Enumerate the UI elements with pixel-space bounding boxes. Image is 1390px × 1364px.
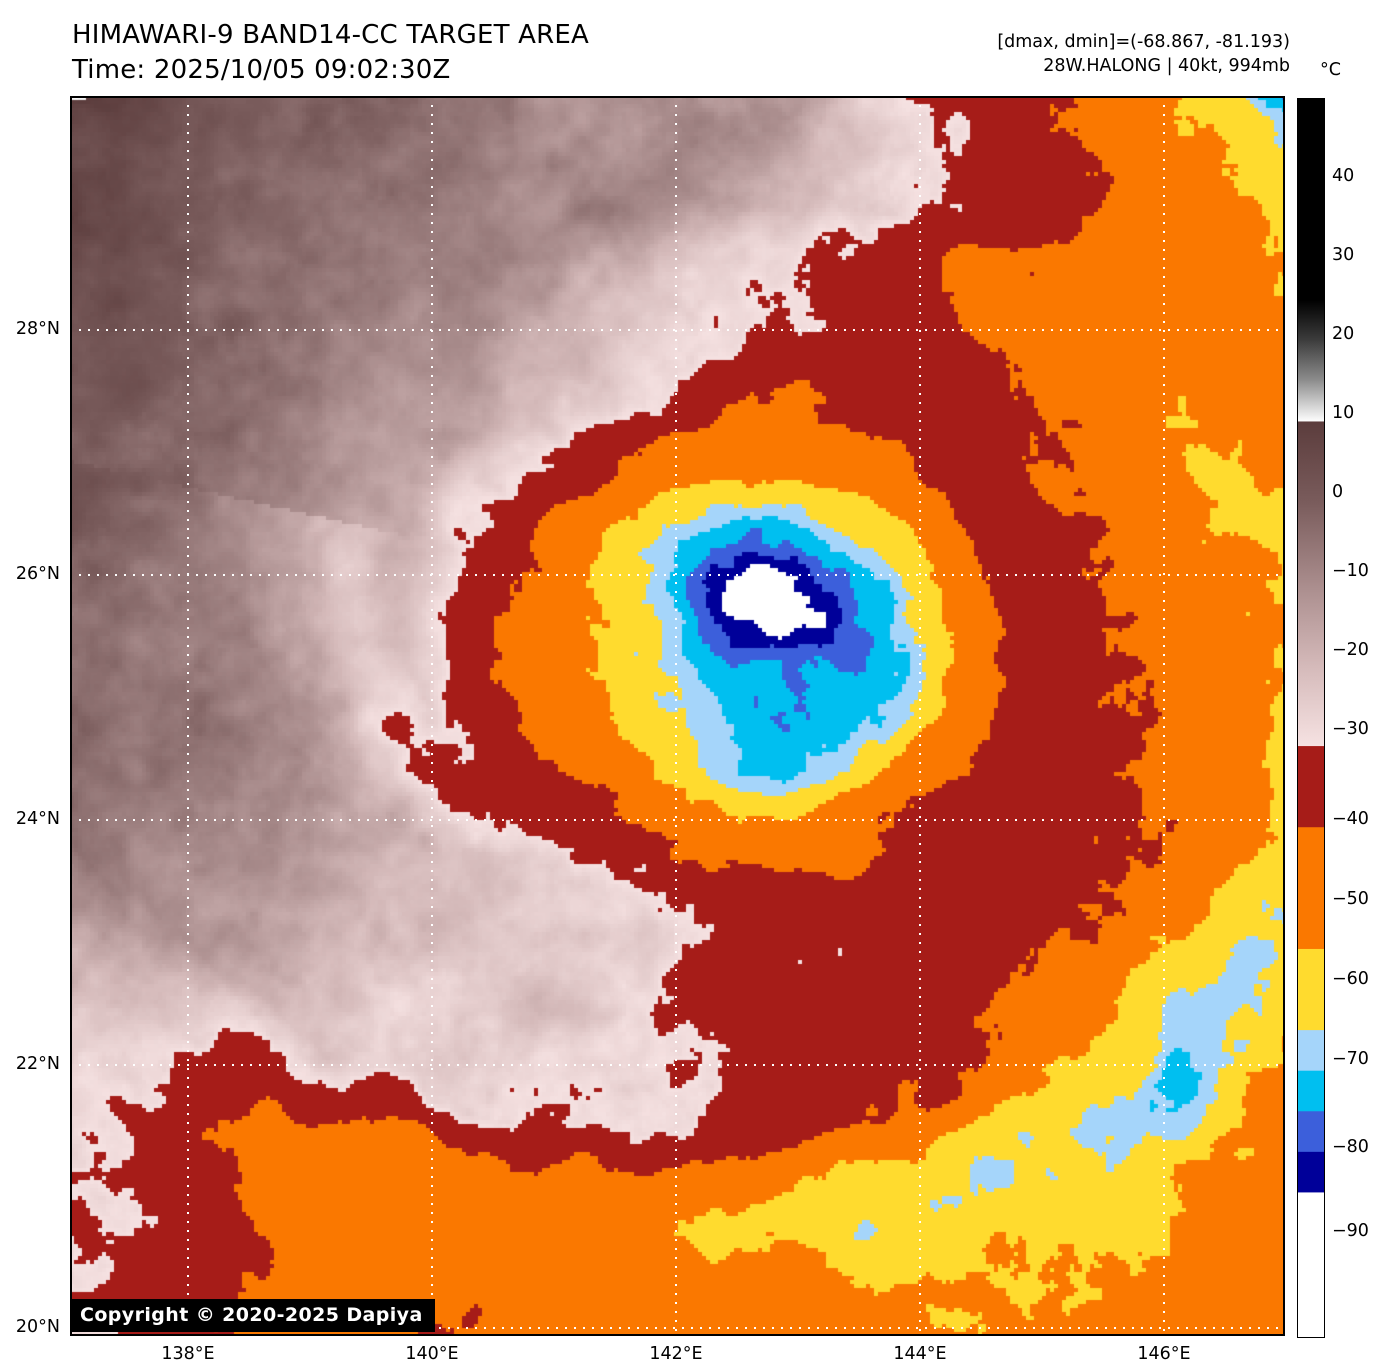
storm-info: 28W.HALONG | 40kt, 994mb: [1043, 56, 1290, 77]
colorbar-tick-label: −20: [1332, 640, 1369, 660]
lat-tick-label: 26°N: [15, 564, 60, 584]
lat-tick-label: 22°N: [15, 1054, 60, 1074]
satellite-image-canvas: [70, 96, 1285, 1336]
lon-tick-label: 142°E: [649, 1344, 703, 1364]
colorbar-tick-label: −50: [1332, 889, 1369, 909]
satellite-image-panel[interactable]: [70, 96, 1285, 1336]
lat-tick-label: 24°N: [15, 809, 60, 829]
colorbar-tick-label: 30: [1332, 245, 1355, 265]
header-title-block: HIMAWARI-9 BAND14-CC TARGET AREA Time: 2…: [72, 18, 589, 88]
colorbar-tick-label: 40: [1332, 166, 1355, 186]
lon-tick-label: 144°E: [893, 1344, 947, 1364]
header-metadata-block: [dmax, dmin]=(-68.867, -81.193) 28W.HALO…: [997, 30, 1290, 78]
colorbar-tick-label: 20: [1332, 324, 1355, 344]
lat-tick-label: 28°N: [15, 319, 60, 339]
lon-tick-label: 146°E: [1137, 1344, 1191, 1364]
colorbar-tick-label: −90: [1332, 1221, 1369, 1241]
colorbar-tick-label: −10: [1332, 561, 1369, 581]
temperature-colorbar[interactable]: [1297, 98, 1325, 1338]
copyright-badge: Copyright © 2020-2025 Dapiya: [70, 1299, 435, 1332]
colorbar-canvas: [1298, 99, 1324, 1315]
page-title: HIMAWARI-9 BAND14-CC TARGET AREA: [72, 20, 590, 50]
lon-tick-label: 138°E: [161, 1344, 215, 1364]
satellite-raster: [70, 96, 1285, 1336]
colorbar-tick-label: −70: [1332, 1049, 1369, 1069]
colorbar-tick-label: 0: [1332, 482, 1344, 502]
timestamp: Time: 2025/10/05 09:02:30Z: [72, 54, 451, 85]
colorbar-tick-label: −60: [1332, 969, 1369, 989]
colorbar-tick-label: −30: [1332, 719, 1369, 739]
lat-tick-label: 20°N: [15, 1317, 60, 1337]
colorbar-tick-label: −40: [1332, 809, 1369, 829]
colorbar-tick-label: 10: [1332, 403, 1355, 423]
lon-tick-label: 140°E: [405, 1344, 459, 1364]
colorbar-unit-label: °C: [1320, 60, 1341, 80]
colorbar-tick-label: −80: [1332, 1137, 1369, 1157]
dmax-dmin-readout: [dmax, dmin]=(-68.867, -81.193): [997, 32, 1290, 52]
